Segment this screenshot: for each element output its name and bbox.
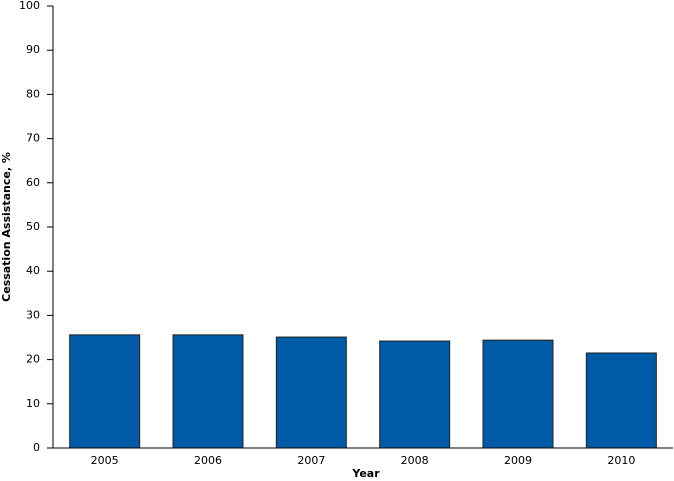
bar	[275, 336, 347, 449]
x-tick-label: 2008	[401, 454, 429, 467]
x-tick-label: 2007	[297, 454, 325, 467]
y-tick-label: 90	[26, 43, 40, 56]
y-tick-label: 40	[26, 264, 40, 277]
x-tick-label: 2006	[194, 454, 222, 467]
bar	[172, 334, 244, 449]
bar	[379, 340, 451, 449]
x-tick-label: 2010	[607, 454, 635, 467]
y-tick-label: 20	[26, 353, 40, 366]
x-axis-title: Year	[351, 467, 380, 480]
bar	[69, 334, 141, 449]
y-tick-label: 30	[26, 308, 40, 321]
y-tick-label: 60	[26, 176, 40, 189]
y-axis-title: Cessation Assistance, %	[0, 152, 13, 302]
bar	[482, 339, 554, 449]
y-tick-label: 0	[33, 441, 40, 454]
y-tick-label: 100	[19, 0, 40, 12]
y-tick-label: 80	[26, 87, 40, 100]
y-tick-label: 10	[26, 397, 40, 410]
y-tick-label: 70	[26, 132, 40, 145]
x-tick-label: 2009	[504, 454, 532, 467]
bar	[585, 352, 657, 449]
x-tick-label: 2005	[91, 454, 119, 467]
y-tick-label: 50	[26, 220, 40, 233]
